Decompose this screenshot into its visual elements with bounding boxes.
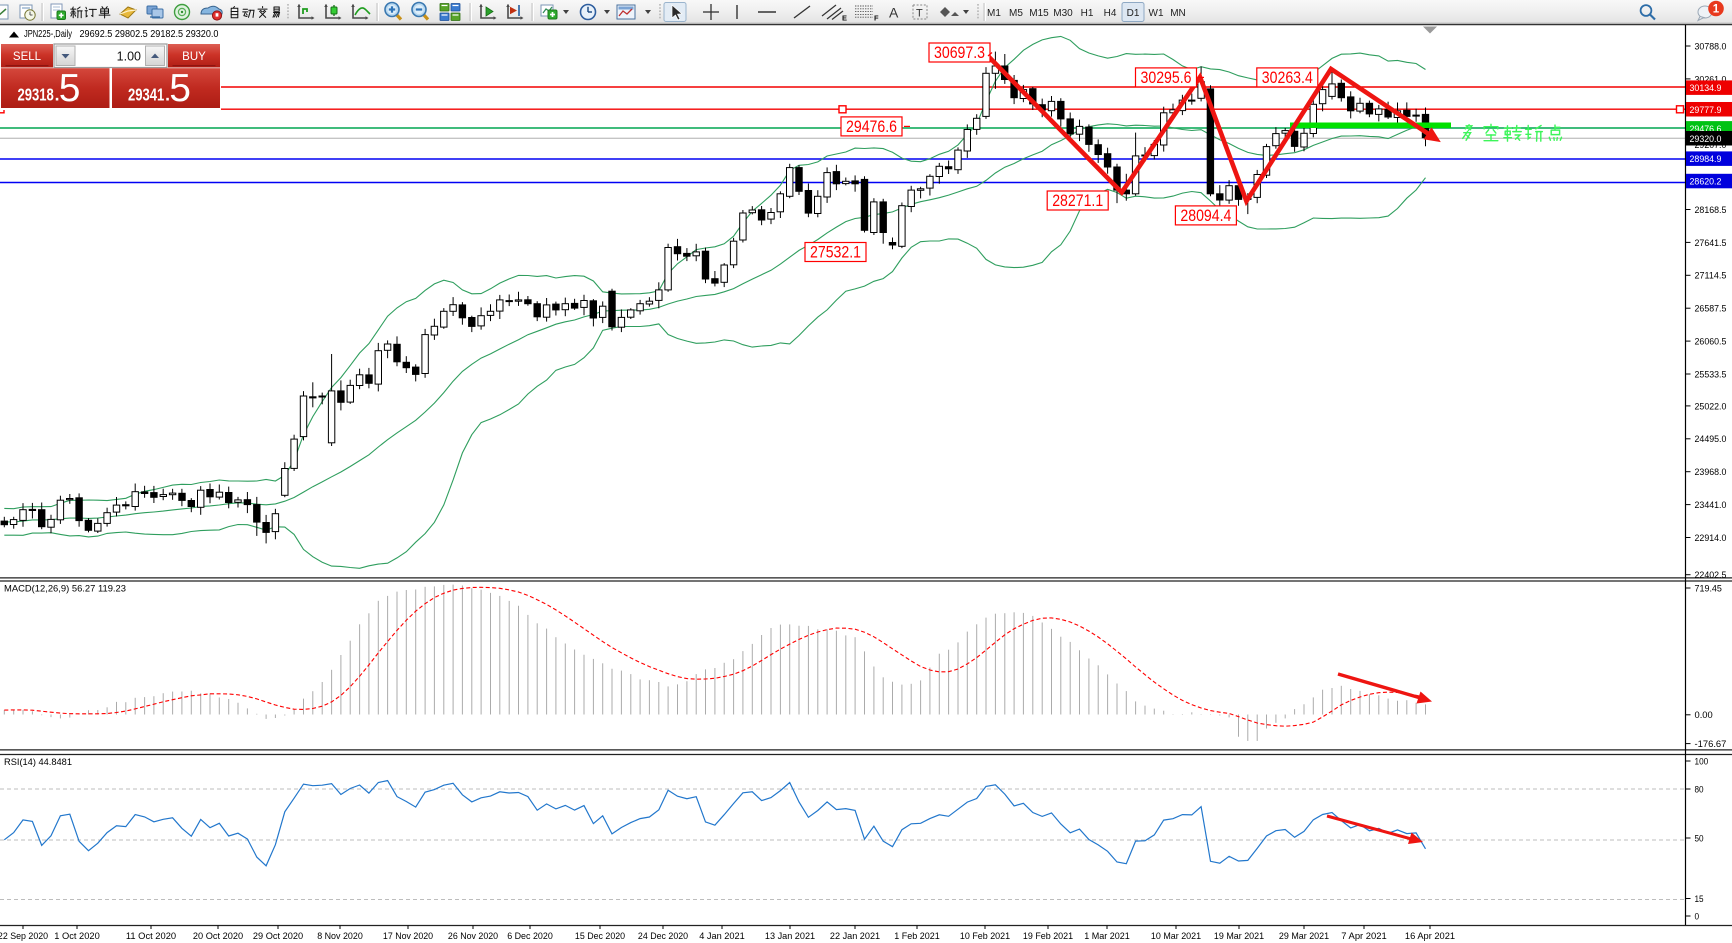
svg-text:100: 100	[1695, 756, 1709, 767]
svg-text:30788.0: 30788.0	[1695, 41, 1727, 52]
svg-text:30261.0: 30261.0	[1695, 74, 1727, 85]
svg-text:A: A	[889, 5, 899, 21]
svg-text:17 Nov 2020: 17 Nov 2020	[383, 931, 433, 942]
svg-text:719.45: 719.45	[1695, 583, 1722, 594]
svg-text:10 Feb 2021: 10 Feb 2021	[960, 931, 1010, 942]
svg-text:1: 1	[1713, 4, 1720, 16]
svg-text:30134.9: 30134.9	[1690, 83, 1722, 94]
svg-text:15: 15	[1695, 894, 1704, 905]
svg-text:29320.0: 29320.0	[1690, 134, 1722, 145]
svg-text:27641.5: 27641.5	[1695, 238, 1727, 249]
svg-text:29692.5 29802.5 29182.5 29320.: 29692.5 29802.5 29182.5 29320.0	[80, 29, 219, 40]
svg-text:50: 50	[1695, 833, 1704, 844]
svg-text:BUY: BUY	[182, 51, 206, 63]
svg-text:1.00: 1.00	[117, 49, 141, 63]
svg-text:.: .	[55, 84, 60, 104]
svg-text:SELL: SELL	[13, 51, 42, 63]
svg-text:26060.5: 26060.5	[1695, 337, 1727, 348]
svg-text:26587.5: 26587.5	[1695, 304, 1727, 315]
svg-text:7 Apr 2021: 7 Apr 2021	[1341, 931, 1387, 942]
svg-text:T: T	[916, 8, 923, 20]
svg-text:23441.0: 23441.0	[1695, 500, 1727, 511]
svg-text:19 Feb 2021: 19 Feb 2021	[1023, 931, 1073, 942]
svg-text:23968.0: 23968.0	[1695, 467, 1727, 478]
svg-text:D1: D1	[1127, 8, 1140, 19]
svg-text:28620.2: 28620.2	[1690, 177, 1722, 188]
svg-text:26 Nov 2020: 26 Nov 2020	[448, 931, 498, 942]
svg-text:28094.4: 28094.4	[1180, 207, 1231, 225]
svg-text:M30: M30	[1053, 8, 1073, 19]
svg-text:30295.6: 30295.6	[1141, 69, 1192, 87]
svg-text:13 Jan 2021: 13 Jan 2021	[765, 931, 815, 942]
svg-text:5: 5	[169, 67, 191, 110]
svg-text:25533.5: 25533.5	[1695, 369, 1727, 380]
svg-text:RSI(14) 44.8481: RSI(14) 44.8481	[4, 757, 72, 768]
svg-text:22 Jan 2021: 22 Jan 2021	[830, 931, 880, 942]
svg-text:22914.0: 22914.0	[1695, 533, 1727, 544]
svg-text:W1: W1	[1149, 8, 1164, 19]
svg-text:0.00: 0.00	[1695, 710, 1713, 721]
svg-text:29 Mar 2021: 29 Mar 2021	[1279, 931, 1329, 942]
svg-text:28984.9: 28984.9	[1690, 154, 1722, 165]
svg-text:.: .	[165, 84, 170, 104]
svg-text:30697.3: 30697.3	[934, 44, 985, 62]
svg-text:1 Mar 2021: 1 Mar 2021	[1084, 931, 1130, 942]
svg-text:8 Nov 2020: 8 Nov 2020	[317, 931, 363, 942]
svg-text:29341: 29341	[128, 84, 164, 104]
svg-text:29777.9: 29777.9	[1690, 105, 1722, 116]
svg-text:6 Dec 2020: 6 Dec 2020	[507, 931, 553, 942]
svg-text:MACD(12,26,9) 56.27 119.23: MACD(12,26,9) 56.27 119.23	[4, 584, 126, 595]
svg-text:M5: M5	[1009, 8, 1023, 19]
svg-text:29207.0: 29207.0	[1695, 140, 1727, 151]
svg-text:JPN225-,Daily: JPN225-,Daily	[24, 29, 72, 40]
svg-text:E: E	[842, 14, 847, 23]
svg-text:27114.5: 27114.5	[1695, 271, 1727, 282]
svg-text:19 Mar 2021: 19 Mar 2021	[1214, 931, 1264, 942]
svg-text:M15: M15	[1029, 8, 1049, 19]
svg-text:15 Dec 2020: 15 Dec 2020	[575, 931, 625, 942]
svg-text:28271.1: 28271.1	[1052, 192, 1103, 210]
svg-text:5: 5	[59, 67, 81, 110]
svg-text:4 Jan 2021: 4 Jan 2021	[699, 931, 745, 942]
svg-text:27532.1: 27532.1	[810, 244, 861, 262]
svg-text:29318: 29318	[18, 84, 54, 104]
svg-text:28168.5: 28168.5	[1695, 205, 1727, 216]
svg-text:1 Oct 2020: 1 Oct 2020	[54, 931, 100, 942]
svg-text:16 Apr 2021: 16 Apr 2021	[1405, 931, 1455, 942]
svg-text:H4: H4	[1104, 8, 1117, 19]
svg-text:29476.6: 29476.6	[846, 118, 897, 136]
svg-text:29476.6: 29476.6	[1690, 124, 1722, 135]
svg-text:F: F	[874, 14, 879, 23]
svg-text:-176.67: -176.67	[1695, 739, 1727, 750]
svg-text:MN: MN	[1170, 8, 1186, 19]
svg-text:1 Feb 2021: 1 Feb 2021	[894, 931, 940, 942]
svg-text:20 Oct 2020: 20 Oct 2020	[193, 931, 243, 942]
svg-text:22402.5: 22402.5	[1695, 570, 1727, 581]
svg-text:11 Oct 2020: 11 Oct 2020	[126, 931, 176, 942]
svg-text:24 Dec 2020: 24 Dec 2020	[638, 931, 688, 942]
svg-text:80: 80	[1695, 784, 1704, 795]
svg-text:24495.0: 24495.0	[1695, 434, 1727, 445]
svg-text:30263.4: 30263.4	[1262, 69, 1313, 87]
svg-text:22 Sep 2020: 22 Sep 2020	[0, 931, 48, 942]
svg-text:10 Mar 2021: 10 Mar 2021	[1151, 931, 1201, 942]
svg-text:25022.0: 25022.0	[1695, 401, 1727, 412]
svg-text:29 Oct 2020: 29 Oct 2020	[253, 931, 303, 942]
svg-text:0: 0	[1695, 911, 1700, 922]
svg-text:M1: M1	[987, 8, 1001, 19]
svg-text:H1: H1	[1081, 8, 1094, 19]
